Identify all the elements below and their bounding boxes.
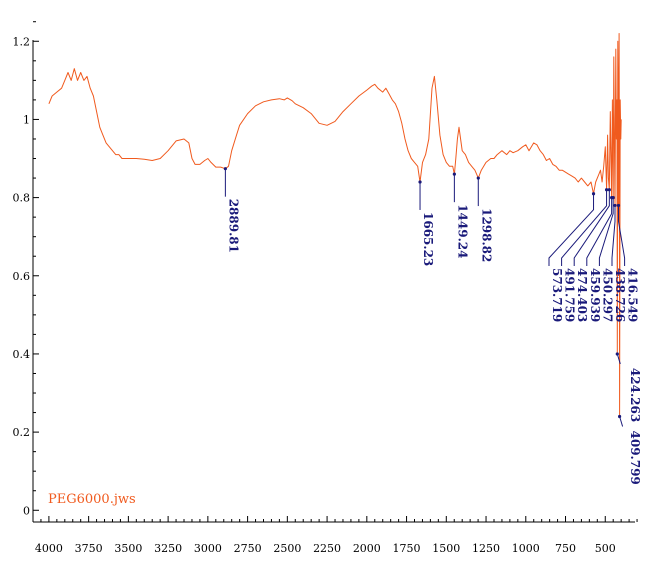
peak-annotation: 450.297 <box>598 196 615 322</box>
peak-annotation: 573.719 <box>548 192 596 322</box>
y-tick-label: 0.6 <box>13 270 31 283</box>
peak-annotation: 1665.23 <box>418 180 435 266</box>
peak-annotation: 2889.81 <box>223 167 240 253</box>
y-tick-label: 0.4 <box>13 348 31 361</box>
x-tick-label: 3000 <box>194 542 222 555</box>
x-tick-label: 1250 <box>472 542 500 555</box>
peak-label: 450.297 <box>600 268 614 322</box>
y-tick-label: 0.8 <box>13 192 31 205</box>
peak-label: 424.263 <box>628 368 642 422</box>
y-tick-label: 0.2 <box>13 426 31 439</box>
peak-leader <box>619 416 624 427</box>
series-layer <box>48 33 622 417</box>
x-tick-label: 3250 <box>154 542 182 555</box>
peak-label: 491.759 <box>563 268 577 322</box>
peak-leader <box>548 193 595 266</box>
x-tick-label: 2500 <box>273 542 301 555</box>
peak-annotation: 416.549 <box>616 203 640 322</box>
x-tick-label: 2250 <box>313 542 341 555</box>
peak-marker <box>452 172 456 176</box>
peak-annotation: 424.263 <box>615 352 642 422</box>
peak-leader <box>611 205 616 266</box>
x-tick-label: 4000 <box>35 542 63 555</box>
peak-label: 474.403 <box>575 268 589 322</box>
peak-annotation: 409.799 <box>617 414 642 485</box>
peak-label: 416.549 <box>626 268 640 322</box>
peak-leader <box>616 353 621 365</box>
x-tick-label: 1750 <box>393 542 421 555</box>
peak-label: 1665.23 <box>421 212 435 266</box>
series-line <box>48 33 622 417</box>
y-tick-label: 1 <box>23 113 30 126</box>
x-tick-label: 2000 <box>353 542 381 555</box>
peak-annotation: 491.759 <box>561 188 609 322</box>
peak-annotation: 474.403 <box>573 188 611 322</box>
peak-leader <box>561 189 608 266</box>
x-tick-label: 3500 <box>114 542 142 555</box>
x-tick-label: 1500 <box>432 542 460 555</box>
peak-marker <box>616 203 621 208</box>
y-tick-label: 0 <box>23 504 30 517</box>
x-tick-label: 500 <box>595 542 616 555</box>
peak-marker <box>613 203 617 208</box>
axes: 0 0.2 0.4 0.6 0.8 1 1.2 4000 3750 3500 3250 3000 275… <box>13 21 638 555</box>
peak-annotation: 438.726 <box>611 203 627 322</box>
peak-leader <box>573 189 610 266</box>
peak-annotation: 1298.82 <box>476 176 493 262</box>
x-tick-label: 3750 <box>75 542 103 555</box>
peak-label: 1298.82 <box>479 208 493 262</box>
y-tick-label: 1.2 <box>13 35 31 48</box>
x-tick-label: 1000 <box>512 542 540 555</box>
peak-label: 2889.81 <box>226 199 240 253</box>
peak-label: 459.939 <box>588 268 602 322</box>
peak-label: 573.719 <box>550 268 564 322</box>
peak-label: 1449.24 <box>455 204 469 258</box>
peak-marker <box>591 192 596 196</box>
peak-annotation: 1449.24 <box>452 172 469 258</box>
peak-leader <box>586 197 613 266</box>
peak-leader <box>598 197 614 266</box>
peak-marker <box>223 167 227 171</box>
x-tick-label: 750 <box>555 542 576 555</box>
legend-label: PEG6000.jws <box>48 492 136 507</box>
peak-leader <box>618 205 626 266</box>
peak-label: 438.726 <box>613 268 627 322</box>
peak-marker <box>418 180 422 184</box>
peak-label: 409.799 <box>628 431 642 485</box>
x-tick-label: 2750 <box>234 542 262 555</box>
peak-annotations: 2889.81 1665.23 1449.24 1298.82 573.719491.7… <box>223 167 642 485</box>
